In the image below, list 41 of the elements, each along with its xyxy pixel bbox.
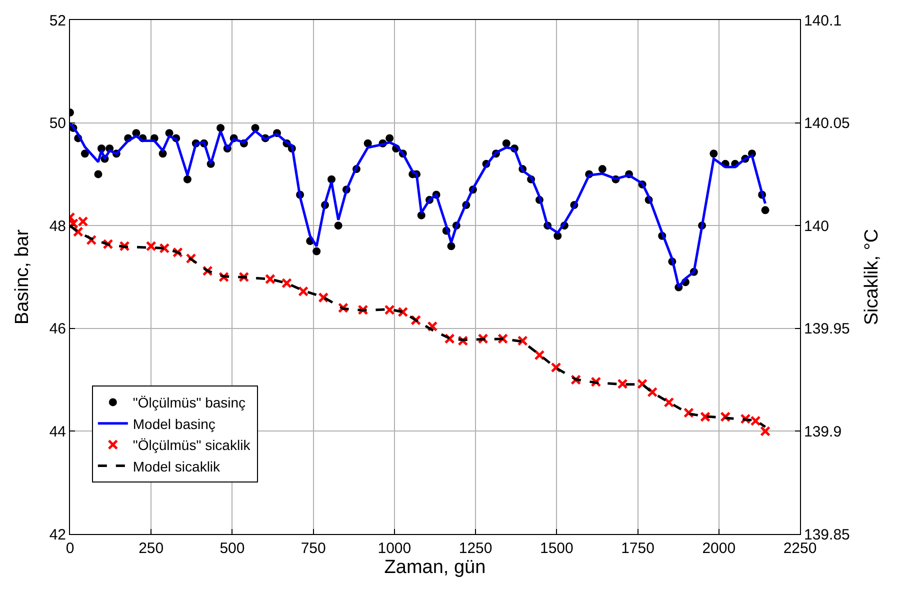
legend-label: "Ölçülmüs" basinç [132,394,246,411]
point [617,378,628,390]
y-tick-label: 44 [49,423,66,440]
y-tick-label: 50 [49,115,66,132]
x-axis-title: Zaman, gün [384,557,486,578]
y2-tick-label: 140.1 [804,12,842,30]
legend-label: Model basinç [132,416,216,432]
legend-label: "Ölçülmüs" sicaklik [132,437,252,454]
x-tick-label: 500 [220,540,245,557]
point [298,286,309,297]
point [517,335,528,346]
x-tick-label: 1500 [540,540,574,557]
point [146,240,156,252]
point [384,304,395,316]
point [281,278,292,288]
y2-tick-label: 139.95 [804,320,850,338]
x-tick-label: 1000 [378,540,412,557]
y2-tick-label: 139.9 [804,423,842,440]
point [264,274,276,284]
x-tick-label: 2000 [702,540,736,557]
point [398,306,408,318]
y-axis-title: Basinc, bar [12,228,34,325]
y-tick-label: 46 [49,320,66,338]
point [318,292,329,303]
x-tick-label: 250 [138,540,164,557]
point [159,242,170,254]
point [664,397,674,408]
y2-axis-title: Sicaklik, °C [862,228,883,326]
point [760,426,771,436]
x-tick-label: 1250 [458,540,492,557]
y-tick-label: 42 [49,526,66,544]
y-tick-label: 52 [49,12,66,30]
x-tick-label: 0 [66,540,74,557]
y-tick-label: 48 [49,218,66,235]
point [700,412,711,422]
point [427,321,438,332]
y2-tick-label: 140 [804,218,830,235]
legend-label: Model sicaklik [132,458,222,474]
x-tick-label: 1750 [621,540,654,557]
y2-tick-label: 140.05 [804,115,850,132]
x-tick-label: 750 [300,540,326,557]
